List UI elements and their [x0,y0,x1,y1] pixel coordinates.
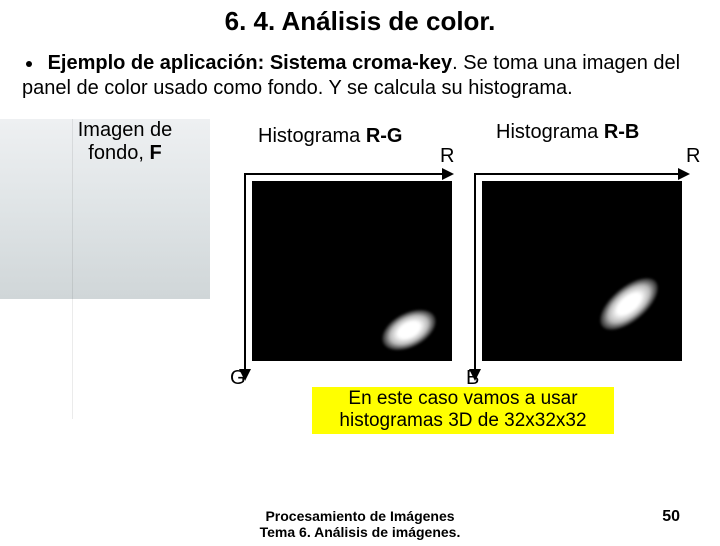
label-fondo: Imagen de fondo, F [60,119,190,165]
bullet-item: Ejemplo de aplicación: Sistema croma-key… [22,51,698,101]
label-hist-rb: Histograma R-B [496,121,639,144]
panels-area: Imagen de fondo, F Histograma R-G Histog… [0,119,720,419]
label-hist-rb-pre: Histograma [496,121,604,143]
note-line1: En este caso vamos a usar [348,388,577,409]
footer: Procesamiento de Imágenes Tema 6. Anális… [0,508,720,540]
label-fondo-F: F [149,142,161,164]
axis-g-label: G [230,367,246,390]
footer-line1: Procesamiento de Imágenes [265,508,454,524]
slide-title: 6. 4. Análisis de color. [0,6,720,37]
axis-b-arrow [474,173,476,379]
bullet-lead-rest: Sistema croma-key [264,52,452,74]
label-hist-rg-pre: Histograma [258,125,366,147]
label-hist-rb-bold: R-B [604,121,640,143]
hist-rb-blob [591,268,666,339]
note-line2: histogramas 3D de 32x32x32 [339,410,586,431]
bullet-text: Ejemplo de aplicación: Sistema croma-key… [22,52,680,99]
axis-r2-arrow [474,173,688,175]
bullet-dot-icon [26,61,32,67]
page-number: 50 [662,508,680,526]
axis-r1-label: R [440,145,454,168]
hist-rg-blob [375,301,442,358]
axis-r1-arrow [244,173,452,175]
note-highlight: En este caso vamos a usar histogramas 3D… [312,387,614,434]
image-hist-rb [482,181,682,361]
axis-r2-label: R [686,145,700,168]
axis-g-arrow [244,173,246,379]
label-hist-rg: Histograma R-G [258,125,402,148]
label-fondo-l2: fondo, [88,142,149,164]
image-hist-rg [252,181,452,361]
label-hist-rg-bold: R-G [366,125,403,147]
bullet-lead-bold: Ejemplo de aplicación: [48,52,265,74]
label-fondo-l1: Imagen de [78,119,173,141]
footer-line2: Tema 6. Análisis de imágenes. [260,524,461,540]
